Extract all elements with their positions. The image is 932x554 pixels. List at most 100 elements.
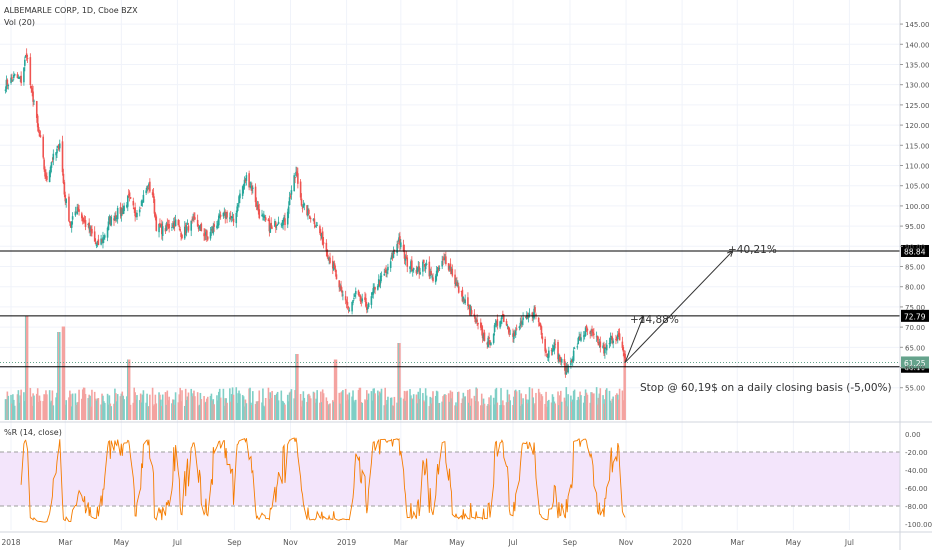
volume-bar (339, 403, 341, 420)
candle-body (400, 242, 402, 248)
volume-bar (576, 400, 579, 420)
volume-bar (335, 359, 338, 420)
volume-bar (149, 394, 151, 420)
candle-body (119, 207, 122, 214)
oscillator-tick-label: -80.00 (905, 503, 928, 511)
volume-bar (122, 395, 124, 420)
candle-body (219, 214, 222, 217)
volume-bar (134, 392, 136, 420)
volume-bar (506, 389, 509, 420)
volume-bar (261, 402, 263, 420)
candle-body (467, 297, 469, 306)
volume-bar (399, 343, 401, 420)
candle-body (225, 213, 227, 219)
volume-bar (423, 401, 426, 420)
candle-body (454, 274, 456, 285)
volume-bar (479, 405, 482, 420)
volume-bar (160, 399, 162, 420)
candle-body (544, 338, 546, 352)
candle-body (444, 257, 446, 261)
volume-bar (393, 396, 396, 420)
volume-bar (245, 403, 248, 420)
candle-body (101, 238, 103, 242)
volume-bar (91, 389, 93, 420)
candle-body (436, 267, 439, 272)
candle-body (507, 326, 510, 330)
volume-bar (83, 387, 86, 420)
volume-bar (297, 354, 299, 420)
candle-body (475, 319, 478, 321)
volume-bar (142, 390, 145, 420)
volume-bar (238, 390, 240, 420)
candle-body (404, 257, 407, 261)
candle-body (197, 227, 200, 230)
volume-bar (24, 401, 26, 420)
volume-bar (327, 405, 329, 420)
symbol-title: ALBEMARLE CORP, 1D, Cboe BZX (4, 6, 138, 15)
volume-bar (48, 390, 51, 420)
candle-body (566, 365, 569, 373)
volume-bar (263, 406, 266, 420)
candle-body (402, 244, 405, 252)
volume-bar (211, 400, 214, 420)
candle-body (325, 242, 328, 252)
candle-body (187, 225, 190, 231)
projection-line (624, 315, 644, 363)
candle-body (335, 274, 338, 280)
target-high-label: +40,21% (728, 244, 777, 256)
volume-bar (287, 401, 290, 420)
volume-bar (198, 404, 201, 420)
oscillator-line (20, 437, 626, 523)
volume-bar (334, 359, 337, 420)
candle-body (391, 253, 394, 259)
volume-bar (612, 396, 614, 420)
candle-body (442, 259, 444, 261)
candle-body (313, 218, 316, 225)
price-tick-label: 60.00 (905, 365, 925, 373)
volume-bar (326, 400, 329, 420)
candle-body (180, 232, 182, 237)
volume-bar (30, 396, 33, 420)
volume-bar (526, 403, 529, 420)
volume-bar (353, 400, 355, 420)
candle-body (151, 192, 154, 196)
candle-body (33, 100, 35, 102)
volume-bar (416, 403, 419, 420)
candle-body (217, 223, 219, 226)
volume-bar (444, 394, 446, 420)
volume-bar (295, 354, 297, 420)
volume-bar (366, 390, 368, 420)
volume-bar (332, 401, 335, 420)
candle-body (377, 279, 380, 287)
volume-bar (603, 403, 605, 420)
volume-bar (502, 405, 505, 420)
candle-body (502, 313, 504, 317)
volume-bar (486, 405, 489, 420)
volume-bar (212, 399, 215, 420)
candle-body (17, 77, 20, 79)
volume-bar (152, 405, 155, 420)
candle-body (26, 57, 29, 59)
candle-body (377, 285, 379, 290)
volume-bar (164, 392, 167, 420)
volume-bar (559, 395, 561, 420)
candle-body (58, 143, 61, 149)
candle-body (30, 85, 33, 89)
candle-body (476, 319, 478, 322)
last-price-badge (901, 356, 929, 369)
candle-body (37, 126, 40, 132)
candle-body (514, 332, 516, 336)
candle-body (351, 301, 353, 312)
volume-bar (364, 399, 366, 420)
volume-bar (300, 406, 303, 420)
candle-body (91, 228, 93, 234)
volume-bar (527, 399, 530, 420)
volume-bar (360, 402, 363, 420)
volume-bar (616, 394, 619, 420)
candle-body (474, 317, 477, 323)
candle-body (532, 316, 534, 319)
volume-bar (160, 406, 163, 420)
candle-body (615, 338, 617, 340)
candle-body (243, 179, 246, 187)
candle-body (589, 331, 591, 335)
